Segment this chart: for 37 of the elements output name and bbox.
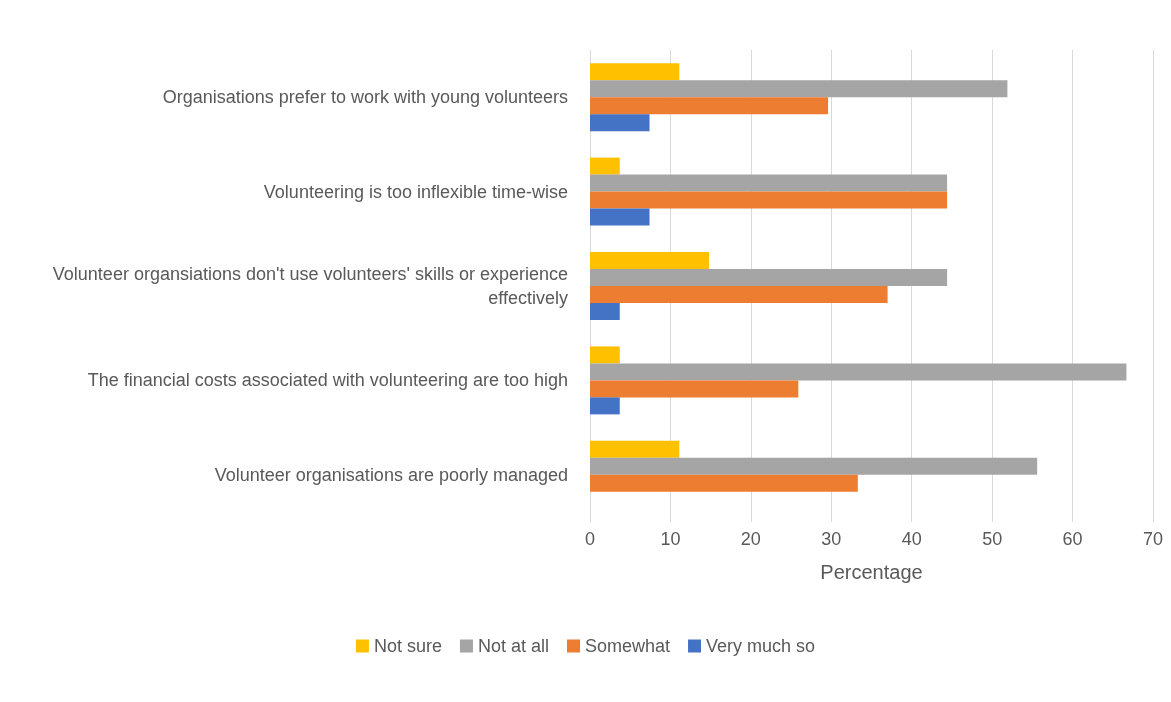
- bar: [590, 269, 948, 286]
- y-tick-label: Volunteer organsiations don't use volunteers' skills or experience effectively: [52, 264, 568, 308]
- bar: [590, 363, 1127, 381]
- legend-label: Not at all: [477, 636, 549, 656]
- bar: [590, 380, 799, 398]
- bar: [590, 474, 858, 492]
- bar: [590, 252, 710, 270]
- bar: [590, 302, 620, 320]
- bar: [590, 397, 620, 415]
- legend-label: Very much so: [706, 636, 816, 656]
- bar: [590, 157, 620, 175]
- bar: [590, 191, 948, 209]
- bar: [590, 440, 680, 458]
- x-tick-label: 70: [1142, 529, 1164, 549]
- x-tick-label: 10: [660, 529, 681, 549]
- x-tick-label: 40: [901, 529, 922, 549]
- x-tick-label: 50: [982, 529, 1003, 549]
- bar: [590, 286, 888, 303]
- x-axis-title: Percentage: [820, 561, 923, 583]
- bar: [590, 457, 1038, 475]
- bar: [590, 97, 829, 115]
- bar: [590, 174, 948, 192]
- legend-label: Somewhat: [584, 636, 671, 656]
- x-tick-label: 30: [821, 529, 842, 549]
- y-tick-label: The financial costs associated with volunteering are too high: [87, 370, 568, 391]
- y-tick-label: Organisations prefer to work with young volunteers: [162, 87, 568, 108]
- bar: [590, 208, 650, 226]
- bar: [590, 114, 650, 132]
- legend-label: Not sure: [373, 636, 442, 656]
- bar: [590, 80, 1008, 98]
- y-tick-label: Volunteering is too inflexible time-wise: [263, 181, 568, 202]
- y-tick-label: Volunteer organisations are poorly managed: [214, 464, 568, 485]
- x-tick-label: 0: [584, 529, 596, 549]
- bar: [590, 63, 680, 81]
- x-tick-label: 20: [740, 529, 761, 549]
- x-tick-label: 60: [1062, 529, 1083, 549]
- bar: [590, 346, 620, 364]
